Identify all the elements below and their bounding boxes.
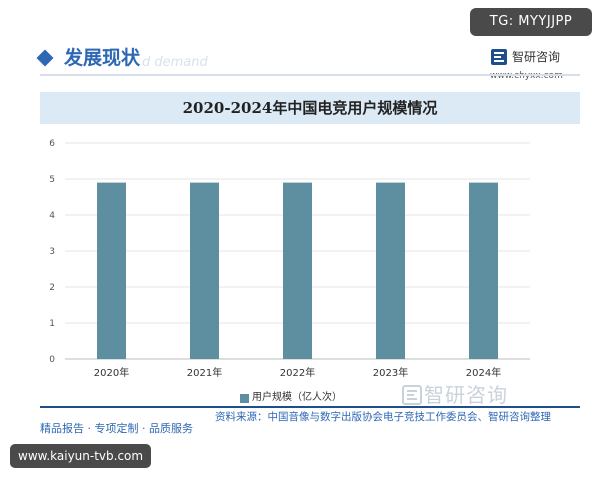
legend-label: 用户规模（亿人次） <box>252 392 342 403</box>
y-tick-label: 4 <box>49 211 55 221</box>
x-tick-label: 2020年 <box>94 366 129 379</box>
y-tick-label: 2 <box>49 283 55 293</box>
y-tick-label: 5 <box>49 175 55 185</box>
y-tick-label: 3 <box>49 247 55 257</box>
tg-badge: TG: MYYJJPP <box>470 8 592 36</box>
brand-logo-icon <box>491 49 507 65</box>
bar <box>190 182 219 359</box>
url-chip: www.kaiyun-tvb.com <box>10 444 152 468</box>
x-tick-label: 2021年 <box>187 366 222 379</box>
y-tick-label: 0 <box>49 355 55 365</box>
legend-swatch <box>240 394 249 403</box>
y-tick-label: 6 <box>49 139 55 149</box>
x-tick-label: 2023年 <box>373 366 408 379</box>
watermark-logo-icon <box>402 385 422 405</box>
brand-logo-url: www.chyxx.com <box>490 71 563 81</box>
bar <box>469 182 498 359</box>
tg-badge-text: TG: MYYJJPP <box>489 14 573 29</box>
section-title: 发展现状 <box>64 47 141 69</box>
x-tick-label: 2022年 <box>280 366 315 379</box>
url-chip-text: www.kaiyun-tvb.com <box>18 449 144 463</box>
watermark-text: 智研咨询 <box>424 383 508 407</box>
bar <box>376 182 405 359</box>
bar <box>97 182 126 359</box>
y-tick-label: 1 <box>49 319 55 329</box>
bar <box>283 182 312 359</box>
footer-divider <box>40 406 580 408</box>
chart-title: 2020-2024年中国电竞用户规模情况 <box>182 99 438 117</box>
section-ghost-text: d demand <box>142 55 208 70</box>
header-divider <box>40 74 580 76</box>
x-tick-label: 2024年 <box>466 366 501 379</box>
footer-source: 资料来源：中国音像与数字出版协会电子竞技工作委员会、智研咨询整理 <box>215 411 551 423</box>
brand-logo-name: 智研咨询 <box>512 50 561 64</box>
chart-title-band <box>40 92 580 124</box>
footer-tagline: 精品报告 · 专项定制 · 品质服务 <box>40 422 193 435</box>
